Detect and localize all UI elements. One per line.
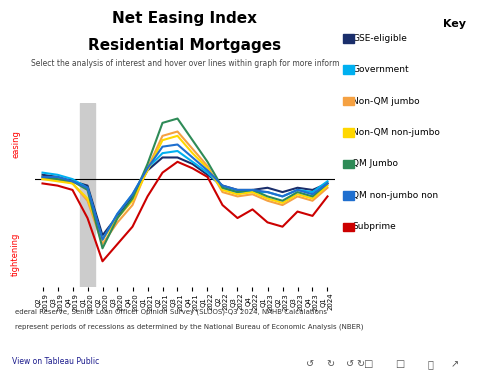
Text: Select the analysis of interest and hover over lines within graph for more infor: Select the analysis of interest and hove… [31, 59, 339, 68]
Text: Subprime: Subprime [352, 222, 396, 231]
Text: easing: easing [11, 130, 20, 158]
Bar [80, 103, 95, 287]
Text: Government: Government [352, 65, 409, 74]
Text: GSE-eligible: GSE-eligible [352, 34, 408, 43]
Text: Non-QM jumbo: Non-QM jumbo [352, 97, 420, 106]
Text: ↗: ↗ [451, 359, 459, 369]
Text: QM Jumbo: QM Jumbo [352, 159, 399, 169]
Text: □: □ [396, 359, 404, 369]
Text: ↺: ↺ [306, 359, 314, 369]
Text: ⬜: ⬜ [427, 359, 433, 369]
Text: ↻: ↻ [326, 359, 334, 369]
Text: ↻□: ↻□ [356, 359, 374, 369]
Text: represent periods of recessions as determined by the National Bureau of Economic: represent periods of recessions as deter… [15, 324, 364, 330]
Text: View on Tableau Public: View on Tableau Public [12, 357, 100, 367]
Text: QM non-jumbo non: QM non-jumbo non [352, 191, 438, 200]
Text: ↺: ↺ [346, 359, 354, 369]
Text: Non-QM non-jumbo: Non-QM non-jumbo [352, 128, 440, 137]
Text: ederal Reserve, Senior Loan Officer Opinion Survey (SLOOS)-Q3 2024, NAHB Calcula: ederal Reserve, Senior Loan Officer Opin… [15, 308, 327, 315]
Text: Key: Key [442, 19, 466, 29]
Text: tightening: tightening [11, 232, 20, 276]
Text: Residential Mortgages: Residential Mortgages [88, 38, 282, 53]
Text: Net Easing Index: Net Easing Index [112, 11, 258, 26]
